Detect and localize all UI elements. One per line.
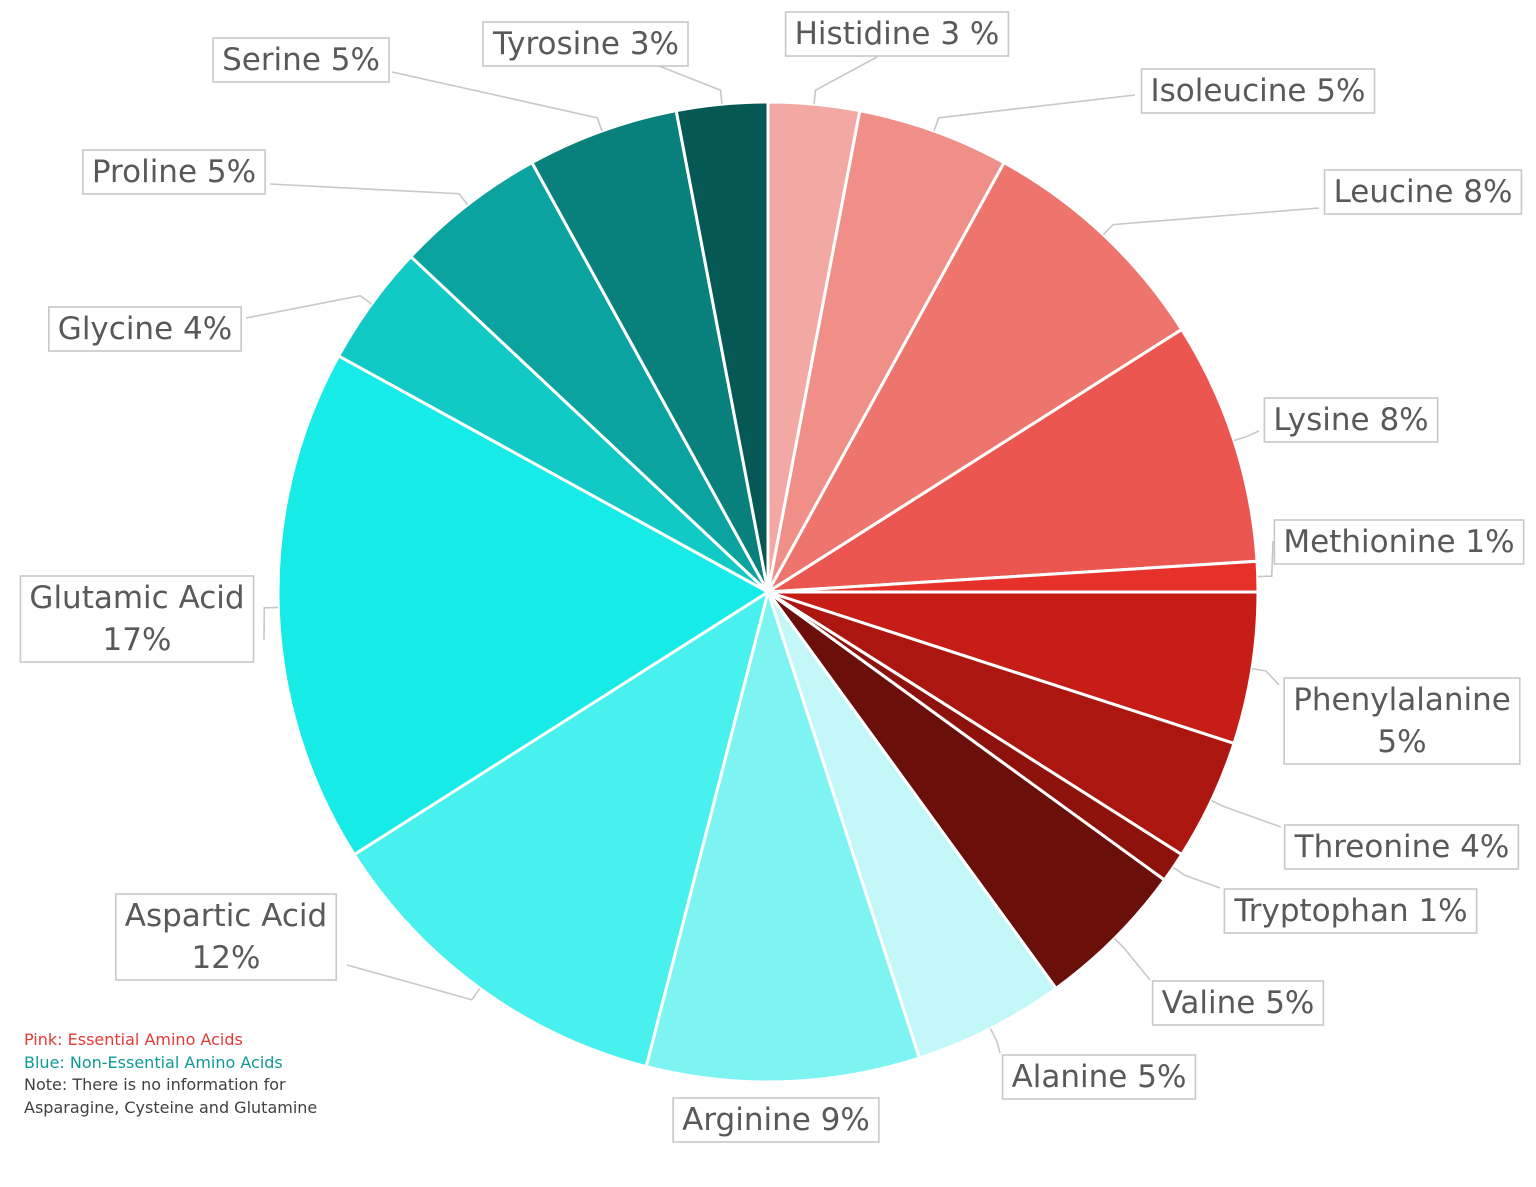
label-threonine: Threonine 4%: [1283, 824, 1520, 870]
label-alanine: Alanine 5%: [1001, 1054, 1197, 1100]
label-tyrosine: Tyrosine 3%: [482, 21, 689, 67]
leader-proline: [269, 183, 469, 206]
leader-isoleucine: [933, 94, 1136, 132]
label-text-serine: Serine 5%: [222, 42, 380, 78]
leader-tryptophan: [1172, 866, 1221, 889]
label-arginine: Arginine 9%: [672, 1097, 880, 1143]
slice-glutamic-acid: [276, 353, 771, 857]
label-methionine: Methionine 1%: [1273, 519, 1525, 565]
leader-alanine: [989, 1028, 1001, 1054]
label-text-threonine: Threonine 4%: [1294, 829, 1510, 865]
label-box-methionine: [1273, 519, 1525, 565]
label-box-alanine: [1001, 1054, 1197, 1100]
label-box-phenylalanine: [1283, 677, 1521, 765]
label-leucine: Leucine 8%: [1323, 169, 1523, 215]
leader-histidine: [813, 56, 878, 105]
slice-aspartic-acid: [352, 588, 771, 1069]
label-box-tyrosine: [482, 21, 689, 67]
leader-phenylalanine: [1251, 667, 1280, 686]
label-tryptophan: Tryptophan 1%: [1223, 888, 1478, 934]
leader-serine: [391, 71, 603, 132]
label-text-histidine: Histidine 3 %: [795, 16, 1000, 52]
slice-serine: [529, 108, 770, 593]
label-box-tryptophan: [1223, 888, 1478, 934]
slice-valine: [766, 590, 1167, 991]
label-aspartic-acid: Aspartic Acid 12%: [114, 893, 338, 981]
label-box-valine: [1151, 980, 1325, 1026]
leader-glycine: [245, 294, 373, 319]
slice-alanine: [766, 591, 1059, 1060]
pie-slices: [276, 100, 1260, 1084]
slice-proline: [408, 160, 770, 594]
slice-labels: Histidine 3 % Isoleucine 5% Leucine 8% Lysi…: [19, 11, 1525, 1143]
label-box-glutamic-acid: [19, 575, 255, 663]
label-text-isoleucine: Isoleucine 5%: [1150, 73, 1365, 109]
note-missing-info: Note: There is no information for Aspara…: [24, 1075, 318, 1117]
label-text-phenylalanine: Phenylalanine 5%: [1293, 682, 1511, 760]
slice-lysine: [767, 327, 1259, 594]
label-text-alanine: Alanine 5%: [1012, 1059, 1187, 1095]
label-box-aspartic-acid: [114, 893, 338, 981]
chart-notes: Pink: Essential Amino Acids Blue: Non-Es…: [24, 1029, 324, 1119]
label-box-arginine: [672, 1097, 880, 1143]
label-text-lysine: Lysine 8%: [1273, 402, 1428, 438]
label-box-proline: [82, 149, 266, 195]
note-non-essential: Blue: Non-Essential Amino Acids: [24, 1052, 283, 1072]
label-proline: Proline 5%: [82, 149, 266, 195]
label-isoleucine: Isoleucine 5%: [1140, 68, 1376, 114]
slice-arginine: [644, 586, 922, 1084]
label-text-tyrosine: Tyrosine 3%: [492, 26, 679, 62]
leader-lysine: [1233, 430, 1260, 442]
leader-threonine: [1211, 799, 1282, 828]
label-phenylalanine: Phenylalanine 5%: [1283, 677, 1521, 765]
label-text-tryptophan: Tryptophan 1%: [1233, 893, 1467, 929]
label-serine: Serine 5%: [212, 37, 390, 83]
slice-isoleucine: [766, 108, 1007, 593]
label-box-lysine: [1263, 397, 1439, 443]
slice-leucine: [766, 160, 1184, 594]
label-text-methionine: Methionine 1%: [1283, 524, 1514, 560]
slice-phenylalanine: [767, 590, 1260, 746]
label-box-serine: [212, 37, 390, 83]
leader-valine: [1113, 937, 1151, 981]
label-box-isoleucine: [1140, 68, 1376, 114]
label-text-arginine: Arginine 9%: [682, 1102, 870, 1138]
label-glutamic-acid: Glutamic Acid 17%: [19, 575, 255, 663]
leader-lines: [245, 56, 1320, 1054]
label-text-proline: Proline 5%: [92, 154, 256, 190]
label-histidine: Histidine 3 %: [784, 11, 1010, 57]
label-box-glycine: [48, 306, 242, 352]
label-box-threonine: [1283, 824, 1520, 870]
leader-methionine: [1257, 540, 1274, 578]
label-text-valine: Valine 5%: [1162, 985, 1315, 1021]
label-text-aspartic-acid: Aspartic Acid 12%: [125, 898, 327, 976]
leader-glutamic-acid: [263, 606, 279, 641]
leader-tyrosine: [658, 65, 723, 105]
label-box-histidine: [784, 11, 1010, 57]
label-lysine: Lysine 8%: [1263, 397, 1439, 443]
leader-leucine: [1102, 207, 1320, 236]
note-essential: Pink: Essential Amino Acids: [24, 1030, 243, 1049]
label-text-glutamic-acid: Glutamic Acid 17%: [29, 580, 244, 658]
leader-aspartic-acid: [346, 964, 481, 1001]
label-text-glycine: Glycine 4%: [58, 311, 232, 347]
label-box-leucine: [1323, 169, 1523, 215]
label-glycine: Glycine 4%: [48, 306, 242, 352]
label-valine: Valine 5%: [1151, 980, 1325, 1026]
label-text-leucine: Leucine 8%: [1334, 174, 1513, 210]
